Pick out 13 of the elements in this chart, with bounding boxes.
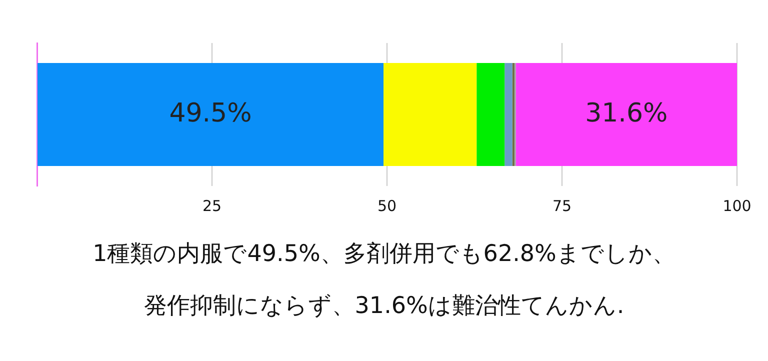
text: 発作抑制にならず、31.6%は難治性てんかん. — [142, 292, 626, 321]
data-label: 31.6% — [585, 98, 668, 128]
x-tick-label: 75 — [552, 196, 572, 215]
data-label: 49.5% — [169, 98, 252, 128]
text: 1種類の内服で49.5%、多剤併用でも62.8%までしか、 — [92, 240, 676, 269]
x-tick-label: 25 — [202, 196, 222, 215]
bar — [384, 63, 477, 166]
x-tick-label: 100 — [722, 196, 752, 215]
bar — [38, 63, 384, 166]
bar — [476, 63, 505, 166]
x-tick-label: 50 — [377, 196, 397, 215]
bar — [516, 63, 737, 166]
bar — [504, 63, 512, 166]
